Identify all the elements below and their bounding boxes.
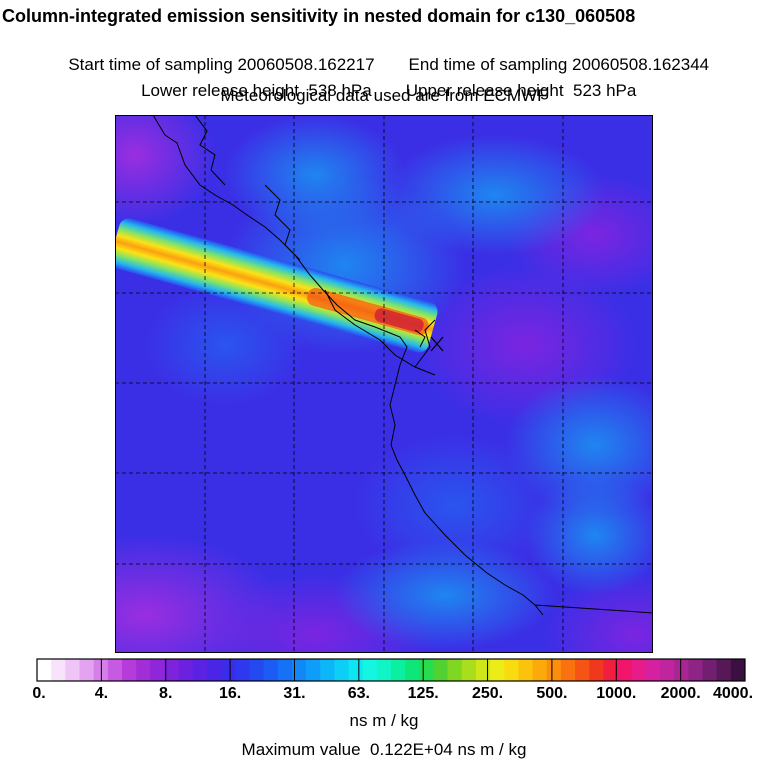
colorbar-segment — [306, 659, 321, 681]
colorbar-segment — [136, 659, 151, 681]
colorbar-segment — [702, 659, 718, 681]
colorbar-tick-label: 4000. — [712, 685, 754, 702]
colorbar-tick-label: 125. — [407, 685, 439, 702]
plot-title: Column-integrated emission sensitivity i… — [2, 6, 636, 26]
lower-release-value: 538 hPa — [308, 81, 372, 100]
colorbar-segment — [362, 659, 378, 681]
colorbar-tick-label: 2000. — [660, 685, 701, 702]
colorbar-segment — [376, 659, 392, 681]
colorbar-segment — [391, 659, 406, 681]
colorbar-segment — [277, 659, 293, 681]
colorbar-segment — [107, 659, 123, 681]
colorbar-segment — [150, 659, 165, 681]
colorbar-segment — [603, 659, 619, 681]
colorbar-segment — [348, 659, 364, 681]
grid-lines — [115, 115, 653, 653]
colorbar-tick-label: 4. — [94, 685, 109, 702]
start-time-value: 20060508.162217 — [237, 55, 375, 74]
colorbar-segment — [645, 659, 661, 681]
colorbar-segment — [164, 659, 180, 681]
colorbar-segment — [405, 659, 420, 681]
colorbar-segment — [716, 659, 732, 681]
colorbar-segment — [730, 659, 746, 681]
colorbar-segment — [532, 659, 548, 681]
max-value-label: Maximum value — [241, 740, 361, 759]
colorbar — [36, 658, 746, 682]
colorbar-segment — [447, 659, 463, 681]
colorbar-segment — [518, 659, 534, 681]
colorbar-segment — [249, 659, 265, 681]
colorbar-segment — [461, 659, 477, 681]
colorbar-segment — [320, 659, 335, 681]
colorbar-segment — [433, 659, 449, 681]
upper-release-label: Upper release height — [405, 81, 564, 100]
colorbar-segment — [419, 659, 434, 681]
colorbar-tick-label: 1000. — [596, 685, 637, 702]
colorbar-segment — [674, 659, 689, 681]
release-point-marker — [430, 336, 444, 352]
colorbar-segment — [51, 659, 66, 681]
colorbar-segment — [178, 659, 194, 681]
end-time-value: 20060508.162344 — [572, 55, 710, 74]
met-data-note: Meteorological data used are from ECMWF — [220, 86, 548, 105]
lower-release-label: Lower release height — [141, 81, 299, 100]
colorbar-segment — [221, 659, 236, 681]
colorbar-segment — [688, 659, 704, 681]
colorbar-segment — [65, 659, 80, 681]
colorbar-segment — [192, 659, 208, 681]
colorbar-segment — [546, 659, 562, 681]
colorbar-tick-label: 0. — [32, 685, 46, 702]
colorbar-units: ns m / kg — [349, 711, 419, 730]
colorbar-segment — [263, 659, 279, 681]
colorbar-segment — [617, 659, 633, 681]
colorbar-segment — [631, 659, 647, 681]
max-value-number: 0.122E+04 — [370, 740, 453, 759]
colorbar-tick-label: 8. — [159, 685, 173, 702]
sensitivity-map — [115, 115, 653, 653]
colorbar-tick-label: 500. — [536, 685, 568, 702]
colorbar-segment — [334, 659, 350, 681]
colorbar-segment — [475, 659, 491, 681]
colorbar-segment — [560, 659, 576, 681]
colorbar-tick-label: 31. — [283, 685, 306, 702]
colorbar-segment — [79, 659, 95, 681]
colorbar-tick-label: 16. — [218, 685, 242, 702]
colorbar-segment — [291, 659, 307, 681]
colorbar-segment — [504, 659, 519, 681]
colorbar-segment — [121, 659, 137, 681]
colorbar-segment — [490, 659, 505, 681]
colorbar-segment — [660, 659, 675, 681]
colorbar-tick-label: 63. — [347, 685, 370, 702]
colorbar-segment — [206, 659, 222, 681]
release-heights: Lower release height 538 hPa Upper releas… — [0, 61, 768, 101]
maximum-value: Maximum value 0.122E+04 ns m / kg — [0, 740, 768, 760]
colorbar-segment — [575, 659, 590, 681]
plume — [115, 218, 438, 353]
max-value-units: ns m / kg — [457, 740, 527, 759]
upper-release-value: 523 hPa — [573, 81, 637, 100]
end-time-label: End time of sampling — [408, 55, 568, 74]
sampling-times: Start time of sampling 20060508.162217 En… — [0, 35, 768, 75]
colorbar-tick-label: 250. — [471, 685, 504, 702]
colorbar-segment — [589, 659, 604, 681]
start-time-label: Start time of sampling — [68, 55, 233, 74]
colorbar-segment — [37, 659, 52, 681]
colorbar-frame — [36, 658, 746, 682]
map-frame — [115, 115, 653, 653]
colorbar-segment — [235, 659, 250, 681]
